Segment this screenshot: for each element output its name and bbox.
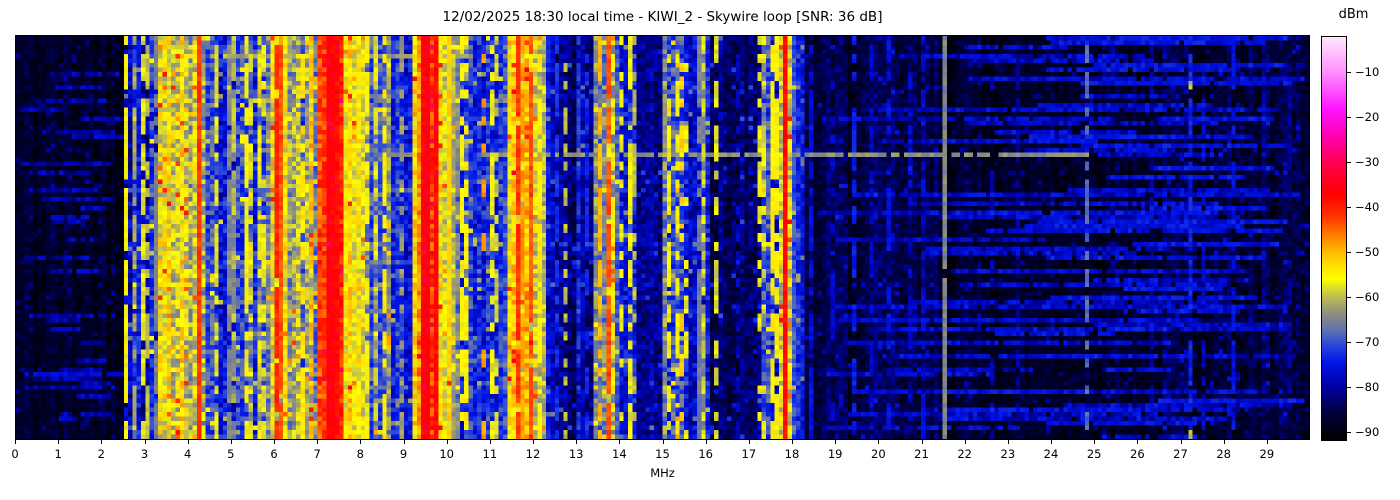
x-tick-label: 27: [1173, 447, 1188, 461]
x-tick: [187, 440, 189, 444]
x-tick: [1051, 440, 1052, 444]
x-tick-label: 9: [399, 447, 408, 461]
x-tick-label: 18: [784, 447, 800, 461]
x-tick-label: 2: [97, 447, 105, 461]
x-tick-label: 14: [612, 447, 627, 461]
x-tick-label: 12: [525, 447, 541, 461]
x-tick: [1094, 440, 1096, 444]
x-tick: [921, 440, 923, 444]
x-tick-label: 17: [741, 447, 757, 461]
x-tick: [576, 440, 578, 444]
x-tick-label: 25: [1086, 447, 1102, 461]
x-tick: [274, 440, 275, 444]
x-tick-label: 4: [183, 447, 192, 461]
x-tick: [835, 440, 837, 444]
x-tick-label: 10: [439, 447, 454, 461]
colorbar-tick: [1347, 207, 1351, 208]
colorbar-tick-label: −10: [1355, 65, 1380, 79]
x-tick: [1180, 440, 1182, 444]
colorbar-tick: [1347, 342, 1351, 343]
colorbar-tick-label: −40: [1355, 200, 1380, 214]
colorbar-unit-label: dBm: [1338, 7, 1369, 22]
x-tick: [964, 440, 966, 444]
x-tick: [58, 440, 60, 444]
x-axis-label: MHz: [650, 466, 675, 480]
colorbar-tick-label: −90: [1355, 425, 1380, 439]
x-tick-label: 24: [1043, 447, 1059, 461]
x-tick: [748, 440, 750, 444]
x-tick-label: 23: [1000, 447, 1016, 461]
colorbar-tick-label: −20: [1355, 110, 1380, 124]
x-tick: [489, 440, 491, 444]
x-tick-label: 11: [482, 447, 498, 461]
colorbar-tick-label: −60: [1355, 290, 1380, 304]
colorbar-tick: [1347, 297, 1351, 298]
x-tick: [1266, 440, 1268, 444]
x-tick-label: 29: [1259, 447, 1275, 461]
x-tick-label: 3: [140, 447, 149, 461]
colorbar-tick: [1347, 432, 1351, 433]
x-tick: [15, 440, 16, 444]
colorbar-tick: [1347, 72, 1351, 73]
colorbar-tick: [1347, 252, 1351, 253]
colorbar: [1321, 36, 1347, 441]
x-tick-label: 26: [1130, 447, 1145, 461]
x-tick-label: 6: [270, 447, 278, 461]
x-tick: [533, 440, 534, 444]
colorbar-tick-label: −50: [1355, 245, 1380, 259]
colorbar-tick: [1347, 117, 1351, 118]
x-tick: [1007, 440, 1009, 444]
colorbar-tick-label: −80: [1355, 380, 1380, 394]
x-tick-label: 0: [11, 447, 19, 461]
x-tick-label: 28: [1216, 447, 1231, 461]
chart-title: 12/02/2025 18:30 local time - KIWI_2 - S…: [442, 9, 883, 25]
x-tick-label: 7: [313, 447, 321, 461]
colorbar-canvas: [1322, 37, 1346, 440]
x-tick-label: 22: [957, 447, 972, 461]
spectrogram-canvas: [16, 36, 1309, 439]
x-tick-label: 20: [871, 447, 886, 461]
x-tick: [878, 440, 880, 444]
x-tick-label: 19: [827, 447, 843, 461]
spectrogram-plot: [15, 35, 1310, 440]
x-tick-label: 5: [227, 447, 235, 461]
x-tick: [446, 440, 448, 444]
x-tick: [101, 440, 103, 444]
x-tick-label: 13: [568, 447, 584, 461]
colorbar-tick-label: −30: [1355, 155, 1380, 169]
x-tick-label: 21: [914, 447, 929, 461]
x-tick: [705, 440, 707, 444]
x-tick: [317, 440, 319, 444]
colorbar-tick-label: −70: [1355, 335, 1380, 349]
x-tick-label: 1: [54, 447, 62, 461]
x-tick: [792, 440, 793, 444]
x-tick: [619, 440, 621, 444]
x-tick: [144, 440, 146, 444]
x-tick: [662, 440, 664, 444]
colorbar-tick: [1347, 162, 1351, 163]
x-tick-label: 8: [356, 447, 364, 461]
x-tick: [403, 440, 405, 444]
x-tick: [360, 440, 362, 444]
colorbar-tick: [1347, 387, 1351, 388]
x-tick: [1137, 440, 1139, 444]
x-tick-label: 16: [698, 447, 713, 461]
x-tick: [1223, 440, 1225, 444]
x-tick-label: 15: [655, 447, 670, 461]
x-tick: [230, 440, 232, 444]
